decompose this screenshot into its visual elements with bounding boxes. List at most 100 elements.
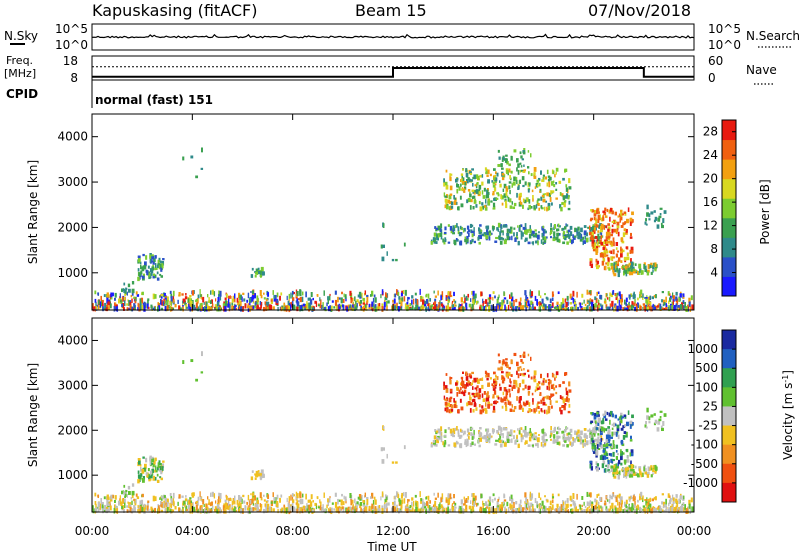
scatter-cell xyxy=(682,295,685,299)
scatter-cell xyxy=(601,260,605,266)
scatter-cell xyxy=(199,491,201,497)
scatter-cell xyxy=(105,508,108,513)
scatter-cell xyxy=(131,483,135,487)
scatter-cell xyxy=(493,168,496,171)
scatter-cell xyxy=(501,376,505,380)
scatter-cell xyxy=(549,232,552,236)
scatter-cell xyxy=(338,508,341,512)
scatter-cell xyxy=(471,441,474,446)
scatter-cell xyxy=(106,506,109,509)
scatter-cell xyxy=(214,509,216,513)
scatter-cell xyxy=(146,505,149,511)
scatter-cell xyxy=(504,361,508,367)
scatter-cell xyxy=(634,508,637,513)
scatter-cell xyxy=(656,507,659,510)
scatter-cell xyxy=(670,497,672,502)
scatter-cell xyxy=(113,305,115,312)
scatter-cell xyxy=(436,430,439,433)
scatter-cell xyxy=(172,497,175,503)
scatter-cell xyxy=(299,296,302,303)
scatter-cell xyxy=(513,299,515,306)
scatter-cell xyxy=(439,300,441,305)
scatter-cell xyxy=(538,207,541,211)
scatter-cell xyxy=(602,449,605,453)
scatter-cell xyxy=(150,304,153,309)
scatter-cell xyxy=(473,497,476,502)
scatter-cell xyxy=(672,295,675,300)
scatter-cell xyxy=(592,428,595,434)
scatter-cell xyxy=(592,237,595,241)
scatter-cell xyxy=(634,294,636,299)
range-tick-label: 4000 xyxy=(57,130,88,144)
scatter-cell xyxy=(589,464,591,469)
scatter-cell xyxy=(665,505,667,511)
scatter-cell xyxy=(527,150,530,153)
scatter-cell xyxy=(453,442,457,447)
scatter-cell xyxy=(263,494,265,497)
scatter-cell xyxy=(654,216,658,221)
scatter-cell xyxy=(634,306,637,311)
scatter-cell xyxy=(422,306,424,311)
scatter-cell xyxy=(610,495,613,500)
scatter-cell xyxy=(459,195,462,200)
scatter-cell xyxy=(557,291,560,295)
scatter-cell xyxy=(542,508,545,512)
scatter-cell xyxy=(548,395,551,401)
scatter-cell xyxy=(441,497,444,502)
scatter-cell xyxy=(506,364,509,369)
scatter-cell xyxy=(475,407,478,411)
scatter-cell xyxy=(461,177,463,183)
scatter-cell xyxy=(238,495,241,501)
scatter-cell xyxy=(639,496,641,501)
scatter-cell xyxy=(327,298,329,305)
scatter-cell xyxy=(462,371,464,374)
scatter-cell xyxy=(551,297,554,302)
scatter-cell xyxy=(611,493,614,498)
scatter-cell xyxy=(484,206,488,211)
scatter-cell xyxy=(616,268,619,272)
scatter-cell xyxy=(522,151,526,155)
scatter-cell xyxy=(463,430,466,435)
scatter-cell xyxy=(679,293,682,298)
scatter-cell xyxy=(200,302,203,306)
scatter-cell xyxy=(460,306,462,312)
scatter-cell xyxy=(443,508,445,512)
scatter-cell xyxy=(140,264,142,270)
scatter-cell xyxy=(687,306,689,309)
scatter-cell xyxy=(492,291,495,294)
scatter-cell xyxy=(460,203,464,208)
scatter-cell xyxy=(338,297,341,300)
scatter-cell xyxy=(464,385,467,389)
scatter-cell xyxy=(620,462,623,466)
scatter-cell xyxy=(382,447,386,451)
scatter-cell xyxy=(545,200,548,203)
scatter-cell xyxy=(218,294,220,297)
scatter-cell xyxy=(665,307,668,311)
scatter-cell xyxy=(470,444,473,447)
scatter-cell xyxy=(583,501,585,506)
scatter-cell xyxy=(604,468,607,473)
scatter-cell xyxy=(441,509,444,513)
scatter-cell xyxy=(170,293,173,299)
scatter-cell xyxy=(502,501,505,505)
scatter-cell xyxy=(119,293,121,299)
scatter-cell xyxy=(501,173,505,176)
scatter-cell xyxy=(191,290,195,296)
scatter-cell xyxy=(363,308,366,311)
scatter-cell xyxy=(231,507,234,511)
scatter-cell xyxy=(161,263,164,269)
scatter-cell xyxy=(268,506,271,512)
scatter-cell xyxy=(443,182,446,187)
scatter-cell xyxy=(607,460,610,465)
scatter-cell xyxy=(394,305,396,311)
scatter-cell xyxy=(455,405,458,409)
scatter-cell xyxy=(518,196,521,201)
scatter-cell xyxy=(106,304,109,307)
scatter-cell xyxy=(137,255,141,259)
scatter-cell xyxy=(509,205,513,209)
scatter-cell xyxy=(484,307,487,312)
scatter-cell xyxy=(549,434,552,438)
scatter-cell xyxy=(152,307,154,311)
scatter-cell xyxy=(620,209,623,213)
range-tick-label: 1000 xyxy=(57,266,88,280)
